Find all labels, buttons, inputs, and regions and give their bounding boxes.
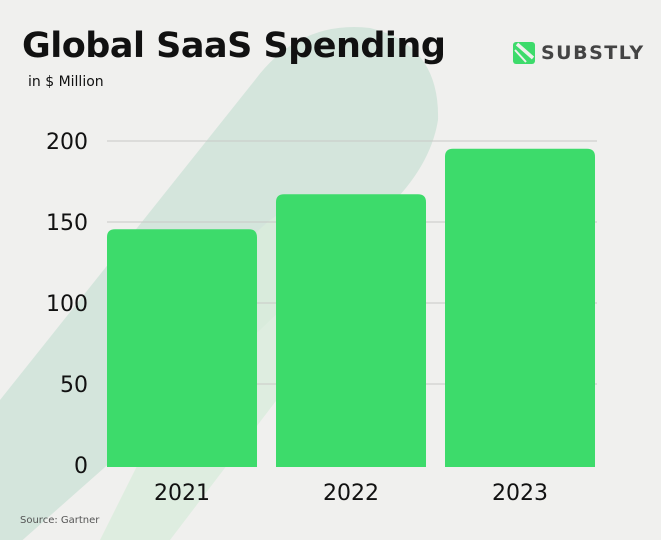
y-tick-label: 0 [74, 454, 88, 479]
y-tick-label: 50 [60, 373, 88, 398]
y-tick-label: 100 [46, 292, 88, 317]
chart-subtitle: in $ Million [28, 74, 104, 90]
brand-name: SUBSTLY [541, 42, 645, 64]
bar-2023 [445, 148, 595, 467]
brand-logo: SUBSTLY [513, 42, 645, 64]
bar-2021 [107, 229, 257, 467]
y-tick-label: 150 [46, 211, 88, 236]
x-tick-label: 2021 [154, 481, 210, 506]
source-note: Source: Gartner [20, 515, 100, 526]
y-tick-label: 200 [46, 130, 88, 155]
bar-2022 [276, 194, 426, 467]
x-tick-label: 2022 [323, 481, 379, 506]
chart-title: Global SaaS Spending [22, 26, 446, 66]
x-tick-label: 2023 [492, 481, 548, 506]
substly-logo-icon [513, 42, 535, 64]
